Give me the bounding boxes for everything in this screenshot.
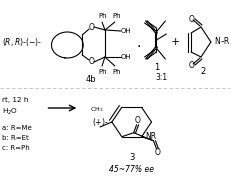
- Text: O: O: [88, 58, 94, 66]
- Text: H$_2$O: H$_2$O: [2, 107, 18, 117]
- Text: a: R=Me: a: R=Me: [2, 125, 32, 131]
- Text: $\cdot$: $\cdot$: [136, 38, 140, 52]
- Text: O: O: [134, 116, 140, 125]
- Text: NR: NR: [145, 132, 156, 141]
- Text: $(+)$-: $(+)$-: [92, 116, 108, 128]
- Text: Ph: Ph: [112, 69, 121, 75]
- Text: 1: 1: [153, 62, 158, 71]
- Text: O: O: [187, 60, 193, 70]
- Text: N: N: [213, 37, 219, 47]
- Text: –R: –R: [220, 37, 229, 47]
- Text: b: R=Et: b: R=Et: [2, 135, 29, 141]
- Text: CH$_3$: CH$_3$: [90, 105, 103, 114]
- Text: OH: OH: [120, 54, 131, 60]
- Text: 45~77% ee: 45~77% ee: [109, 165, 154, 174]
- Text: c: R=Ph: c: R=Ph: [2, 145, 30, 151]
- Text: 3: 3: [128, 153, 134, 163]
- Text: Ph: Ph: [98, 13, 107, 19]
- Text: 4b: 4b: [85, 75, 96, 85]
- Text: Ph: Ph: [112, 13, 121, 19]
- Text: O: O: [187, 14, 193, 24]
- Text: +: +: [170, 37, 179, 47]
- Text: $(R,R)$-$(-)$-: $(R,R)$-$(-)$-: [2, 36, 42, 48]
- Text: 3:1: 3:1: [155, 73, 167, 83]
- Text: O: O: [88, 22, 94, 31]
- Text: OH: OH: [120, 28, 131, 34]
- Text: rt, 12 h: rt, 12 h: [2, 97, 28, 103]
- Text: O: O: [154, 148, 160, 157]
- Text: 2: 2: [200, 68, 205, 77]
- Text: Ph: Ph: [98, 69, 107, 75]
